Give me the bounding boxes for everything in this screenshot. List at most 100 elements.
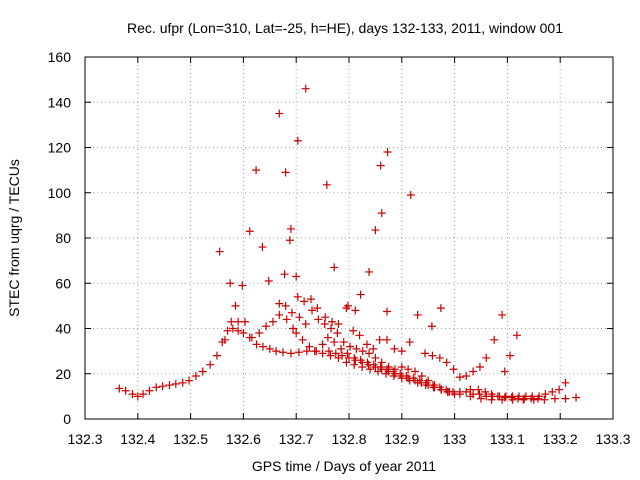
data-point-marker	[215, 247, 224, 256]
data-point-marker	[252, 166, 261, 175]
data-point-marker	[500, 393, 509, 402]
data-point-marker	[292, 272, 301, 281]
data-point-marker	[493, 392, 502, 401]
data-point-marker	[435, 383, 444, 392]
data-point-marker	[308, 306, 317, 315]
data-point-marker	[258, 243, 267, 252]
data-point-marker	[133, 392, 142, 401]
data-point-marker	[306, 295, 315, 304]
data-point-marker	[396, 369, 405, 378]
x-tick-label: 132.6	[226, 431, 261, 447]
data-point-marker	[328, 317, 337, 326]
chart-title: Rec. ufpr (Lon=310, Lat=-25, h=HE), days…	[127, 20, 563, 36]
x-tick-label: 133.3	[595, 431, 630, 447]
data-point-marker	[198, 367, 207, 376]
data-point-marker	[289, 324, 298, 333]
y-tick-label: 60	[55, 275, 71, 291]
data-point-marker	[389, 367, 398, 376]
x-tick-label: 132.4	[120, 431, 155, 447]
data-point-marker	[245, 227, 254, 236]
data-point-marker	[262, 322, 271, 331]
data-point-marker	[139, 390, 148, 399]
data-point-marker	[268, 317, 277, 326]
data-point-marker	[185, 376, 194, 385]
data-point-marker	[409, 374, 418, 383]
data-point-marker	[487, 390, 496, 399]
data-point-marker	[158, 382, 167, 391]
data-point-marker	[178, 378, 187, 387]
data-point-marker	[356, 290, 365, 299]
data-point-marker	[330, 263, 339, 272]
data-point-marker	[413, 310, 422, 319]
data-point-marker	[449, 365, 458, 374]
data-point-marker	[405, 338, 414, 347]
data-point-marker	[455, 373, 464, 382]
data-point-marker	[287, 308, 296, 317]
data-point-marker	[358, 347, 367, 356]
data-point-marker	[428, 381, 437, 390]
data-point-marker	[318, 349, 327, 358]
data-point-marker	[555, 385, 564, 394]
data-point-marker	[406, 191, 415, 200]
data-point-marker	[369, 360, 378, 369]
data-point-marker	[475, 390, 484, 399]
data-point-marker	[442, 385, 451, 394]
data-point-marker	[506, 351, 515, 360]
data-point-marker	[292, 329, 301, 338]
data-point-marker	[371, 353, 380, 362]
data-point-marker	[449, 387, 458, 396]
data-point-marker	[377, 358, 386, 367]
data-point-marker	[239, 329, 248, 338]
data-point-marker	[300, 297, 309, 306]
data-point-marker	[383, 307, 392, 316]
data-point-marker	[534, 394, 543, 403]
data-point-marker	[415, 376, 424, 385]
data-point-marker	[293, 292, 302, 301]
data-point-marker	[258, 342, 267, 351]
data-points	[115, 84, 581, 404]
data-point-marker	[264, 276, 273, 285]
grid-lines	[85, 57, 613, 419]
data-point-marker	[350, 360, 359, 369]
data-point-marker	[377, 209, 386, 218]
data-point-marker	[346, 342, 355, 351]
data-point-marker	[572, 393, 581, 402]
data-point-marker	[330, 338, 339, 347]
data-point-marker	[342, 304, 351, 313]
x-tick-label: 132.9	[384, 431, 419, 447]
data-point-marker	[165, 381, 174, 390]
data-point-marker	[541, 390, 550, 399]
data-point-marker	[275, 109, 284, 118]
x-tick-label: 132.8	[331, 431, 366, 447]
data-point-marker	[436, 304, 445, 313]
data-point-marker	[376, 161, 385, 170]
data-point-marker	[231, 301, 240, 310]
data-point-marker	[421, 349, 430, 358]
data-point-marker	[265, 344, 274, 353]
data-point-marker	[128, 390, 137, 399]
data-point-marker	[462, 387, 471, 396]
data-point-marker	[326, 351, 335, 360]
data-point-marker	[435, 353, 444, 362]
data-point-marker	[115, 384, 124, 393]
data-point-marker	[402, 372, 411, 381]
data-point-marker	[365, 267, 374, 276]
data-point-marker	[238, 281, 247, 290]
y-axis-label: STEC from uqrg / TECUs	[6, 159, 22, 317]
data-point-marker	[397, 362, 406, 371]
data-point-marker	[417, 372, 426, 381]
data-point-marker	[501, 392, 510, 401]
data-point-marker	[490, 335, 499, 344]
data-point-marker	[411, 367, 419, 376]
data-point-marker	[383, 365, 392, 374]
y-tick-label: 140	[48, 94, 72, 110]
data-point-marker	[301, 319, 310, 328]
data-point-marker	[462, 372, 471, 381]
data-point-marker	[507, 393, 516, 402]
data-point-marker	[355, 331, 364, 340]
data-point-marker	[313, 304, 322, 313]
data-point-marker	[280, 270, 289, 279]
data-point-marker	[252, 340, 261, 349]
data-point-marker	[351, 306, 360, 315]
